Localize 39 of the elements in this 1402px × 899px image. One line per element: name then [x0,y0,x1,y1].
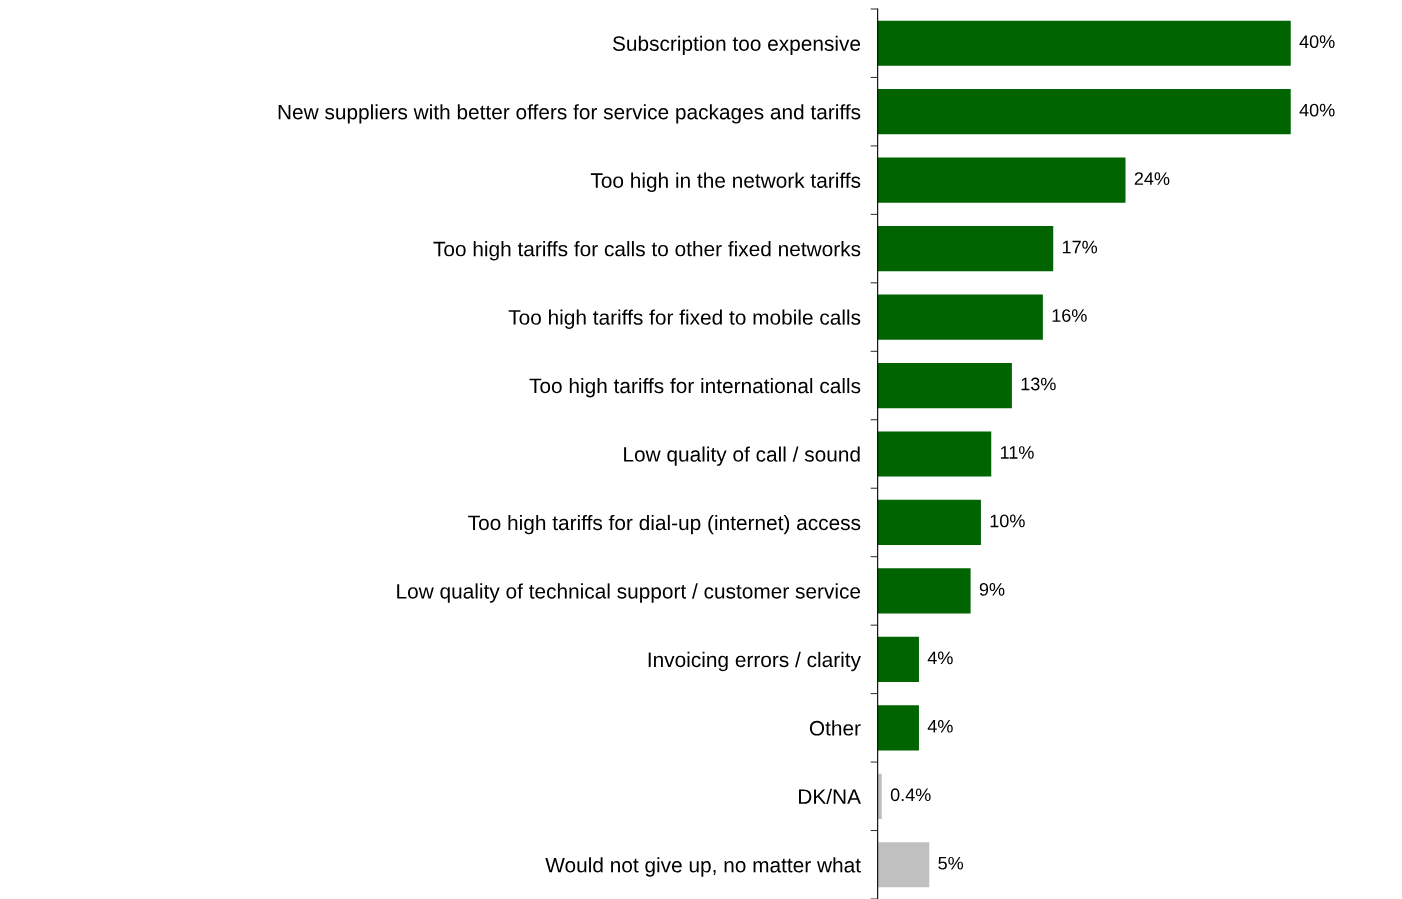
y-tick-label: Subscription too expensive [612,35,861,56]
bar [877,705,919,751]
bar [877,842,930,888]
y-tick-label: Too high tariffs for fixed to mobile calls [508,309,861,329]
y-tick-label: Too high tariffs for international calls [529,377,861,398]
y-tick-label: Too high tariffs for calls to other fixed networks [433,241,861,261]
data-label: 40% [1299,35,1335,49]
bar [877,568,971,614]
bar [877,226,1054,272]
data-label: 17% [1062,240,1098,254]
data-label: 24% [1134,172,1170,185]
data-label: 13% [1021,377,1056,391]
bar [877,294,1043,340]
bar [877,157,1126,203]
y-tick-label: Too high tariffs for dial-up (internet) access [468,514,861,535]
data-label: 11% [1000,446,1034,459]
data-label: 16% [1052,309,1087,322]
y-tick-label: New suppliers with better offers for service packages and tariffs [278,104,861,124]
bar [877,362,1012,409]
y-tick-label: Low quality of technical support / customer service [397,583,861,603]
data-label: 10% [990,514,1025,528]
bar [877,20,1291,66]
data-label: 4% [927,719,953,733]
bar [877,773,882,819]
y-tick-label: Would not give up, no matter what [545,857,861,877]
data-label: 9% [979,582,1005,596]
data-label: 5% [938,856,964,870]
y-tick-label: Too high in the network tariffs [590,172,861,193]
bar [877,431,992,477]
data-label: 0.4% [890,788,931,802]
data-label: 4% [927,651,953,665]
y-tick-label: Other [809,720,861,736]
y-tick-label: DK/NA [799,788,861,805]
y-tick-label: Invoicing errors / clarity [648,651,861,672]
bar [877,89,1291,135]
bar [877,499,981,546]
data-label: 40% [1299,103,1335,117]
bar [877,636,919,682]
y-tick-label: Low quality of call / sound [624,446,860,466]
